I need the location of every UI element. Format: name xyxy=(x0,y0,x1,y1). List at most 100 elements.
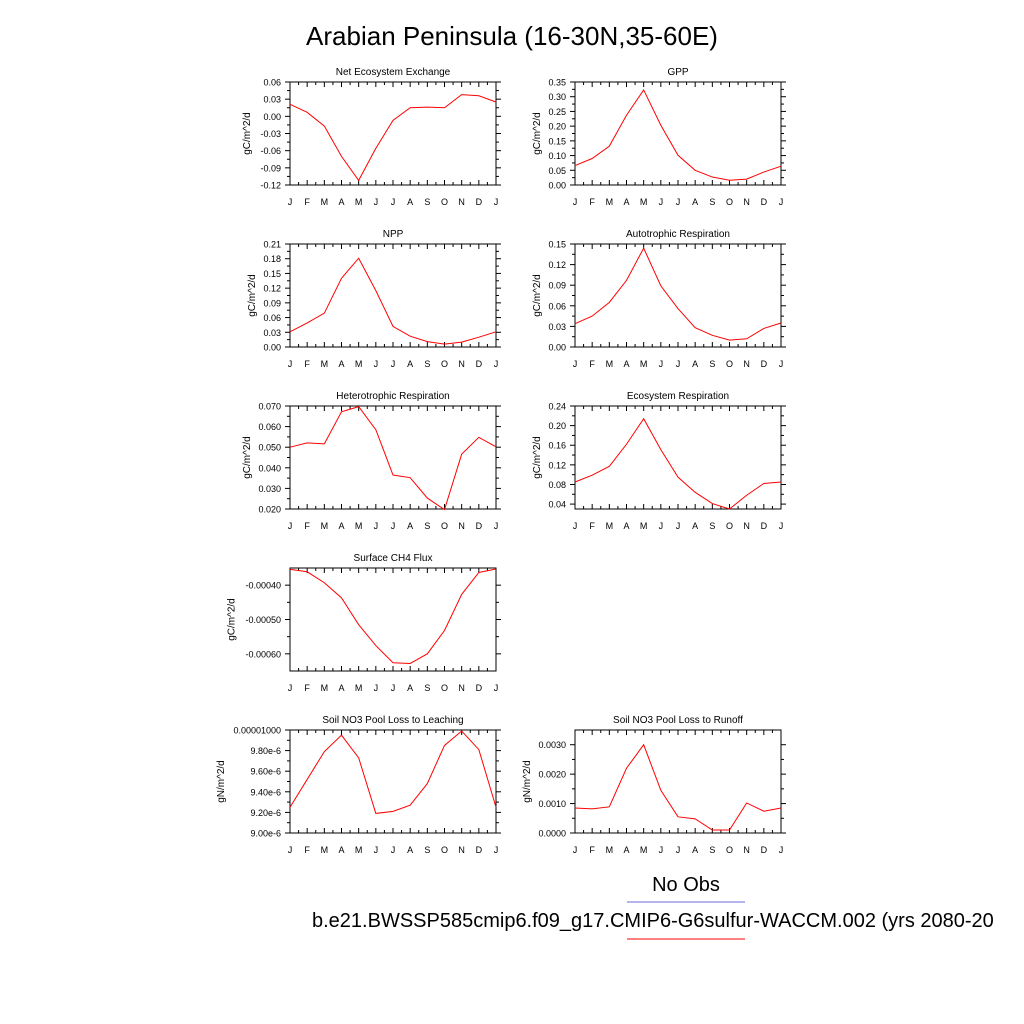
x-tick-label: N xyxy=(743,521,750,531)
x-tick-label: J xyxy=(779,197,784,207)
y-tick-label: 0.070 xyxy=(258,402,281,412)
x-tick-label: M xyxy=(355,521,363,531)
x-tick-label: F xyxy=(304,359,310,369)
x-tick-label: M xyxy=(640,521,648,531)
series-line xyxy=(574,417,782,510)
x-tick-label: A xyxy=(692,197,698,207)
x-tick-label: A xyxy=(407,845,413,855)
x-tick-label: J xyxy=(374,197,379,207)
x-tick-label: D xyxy=(761,521,768,531)
plot-frame xyxy=(574,243,782,348)
x-tick-label: A xyxy=(338,521,344,531)
y-tick-label: 0.040 xyxy=(258,463,281,473)
x-tick-label: S xyxy=(424,845,430,855)
y-tick-label: 0.0020 xyxy=(538,770,566,780)
x-tick-label: O xyxy=(441,359,448,369)
x-tick-label: F xyxy=(304,845,310,855)
x-tick-label: J xyxy=(659,521,664,531)
x-tick-label: M xyxy=(321,359,329,369)
x-tick-label: O xyxy=(441,197,448,207)
x-tick-label: J xyxy=(288,197,293,207)
y-tick-label: 0.060 xyxy=(258,422,281,432)
x-tick-label: F xyxy=(304,521,310,531)
y-axis-label: gC/m^2/d xyxy=(532,112,543,155)
x-tick-label: N xyxy=(458,845,465,855)
y-tick-label: 0.21 xyxy=(263,240,281,250)
y-tick-label: 0.04 xyxy=(548,500,566,510)
x-tick-label: D xyxy=(761,845,768,855)
x-tick-label: J xyxy=(288,683,293,693)
x-tick-label: A xyxy=(692,359,698,369)
x-tick-label: J xyxy=(494,197,499,207)
x-tick-label: A xyxy=(623,197,629,207)
y-axis-label: gC/m^2/d xyxy=(226,598,237,641)
y-axis-label: gC/m^2/d xyxy=(532,436,543,479)
x-tick-label: S xyxy=(709,521,715,531)
x-tick-label: A xyxy=(407,521,413,531)
x-tick-label: M xyxy=(640,845,648,855)
x-tick-label: J xyxy=(288,521,293,531)
panel-title: Soil NO3 Pool Loss to Leaching xyxy=(322,715,463,726)
x-tick-label: M xyxy=(355,197,363,207)
x-tick-label: S xyxy=(709,359,715,369)
x-tick-label: N xyxy=(458,197,465,207)
series-line xyxy=(289,730,497,814)
legend-obs-label: No Obs xyxy=(652,874,720,896)
x-tick-label: M xyxy=(321,197,329,207)
legend: No Obs b.e21.BWSSP585cmip6.f09_g17.CMIP6… xyxy=(312,874,994,940)
x-tick-label: J xyxy=(494,683,499,693)
y-tick-label: 0.06 xyxy=(548,301,566,311)
x-tick-label: S xyxy=(424,359,430,369)
legend-model-label: b.e21.BWSSP585cmip6.f09_g17.CMIP6-G6sulf… xyxy=(312,910,994,932)
x-tick-label: J xyxy=(391,683,396,693)
series-line xyxy=(574,88,782,181)
plot-frame xyxy=(289,243,497,348)
x-tick-label: J xyxy=(391,359,396,369)
y-tick-label: 0.0030 xyxy=(538,740,566,750)
y-tick-label: 0.18 xyxy=(263,254,281,264)
x-tick-label: S xyxy=(424,683,430,693)
x-tick-label: J xyxy=(779,521,784,531)
x-tick-label: M xyxy=(321,845,329,855)
x-tick-label: D xyxy=(476,197,483,207)
x-tick-label: N xyxy=(743,845,750,855)
y-axis-label: gC/m^2/d xyxy=(242,436,253,479)
y-tick-label: 0.20 xyxy=(548,421,566,431)
x-tick-label: F xyxy=(589,845,595,855)
panel-title: Net Ecosystem Exchange xyxy=(336,67,451,78)
x-tick-label: A xyxy=(338,359,344,369)
y-tick-label: 9.00e-6 xyxy=(250,829,281,839)
x-tick-label: J xyxy=(391,521,396,531)
y-tick-label: -0.03 xyxy=(260,129,281,139)
x-tick-label: O xyxy=(726,521,733,531)
y-tick-label: 0.16 xyxy=(548,441,566,451)
x-tick-label: O xyxy=(441,521,448,531)
y-tick-label: -0.00060 xyxy=(245,649,281,659)
panel-title: NPP xyxy=(383,229,404,240)
x-tick-label: M xyxy=(606,197,614,207)
y-tick-label: 9.20e-6 xyxy=(250,808,281,818)
y-tick-label: 0.05 xyxy=(548,166,566,176)
y-tick-label: 0.24 xyxy=(548,402,566,412)
x-tick-label: A xyxy=(623,521,629,531)
x-tick-label: J xyxy=(573,845,578,855)
y-tick-label: 0.15 xyxy=(548,136,566,146)
x-tick-label: N xyxy=(743,359,750,369)
x-tick-label: J xyxy=(288,845,293,855)
x-tick-label: J xyxy=(676,197,681,207)
panel-title: Surface CH4 Flux xyxy=(354,553,433,564)
x-tick-label: J xyxy=(374,683,379,693)
y-tick-label: 0.0010 xyxy=(538,799,566,809)
x-tick-label: M xyxy=(321,521,329,531)
y-tick-label: 9.40e-6 xyxy=(250,787,281,797)
x-tick-label: A xyxy=(623,359,629,369)
figure-title: Arabian Peninsula (16-30N,35-60E) xyxy=(306,21,718,51)
x-tick-label: F xyxy=(589,521,595,531)
x-tick-label: D xyxy=(761,359,768,369)
x-tick-label: N xyxy=(458,521,465,531)
